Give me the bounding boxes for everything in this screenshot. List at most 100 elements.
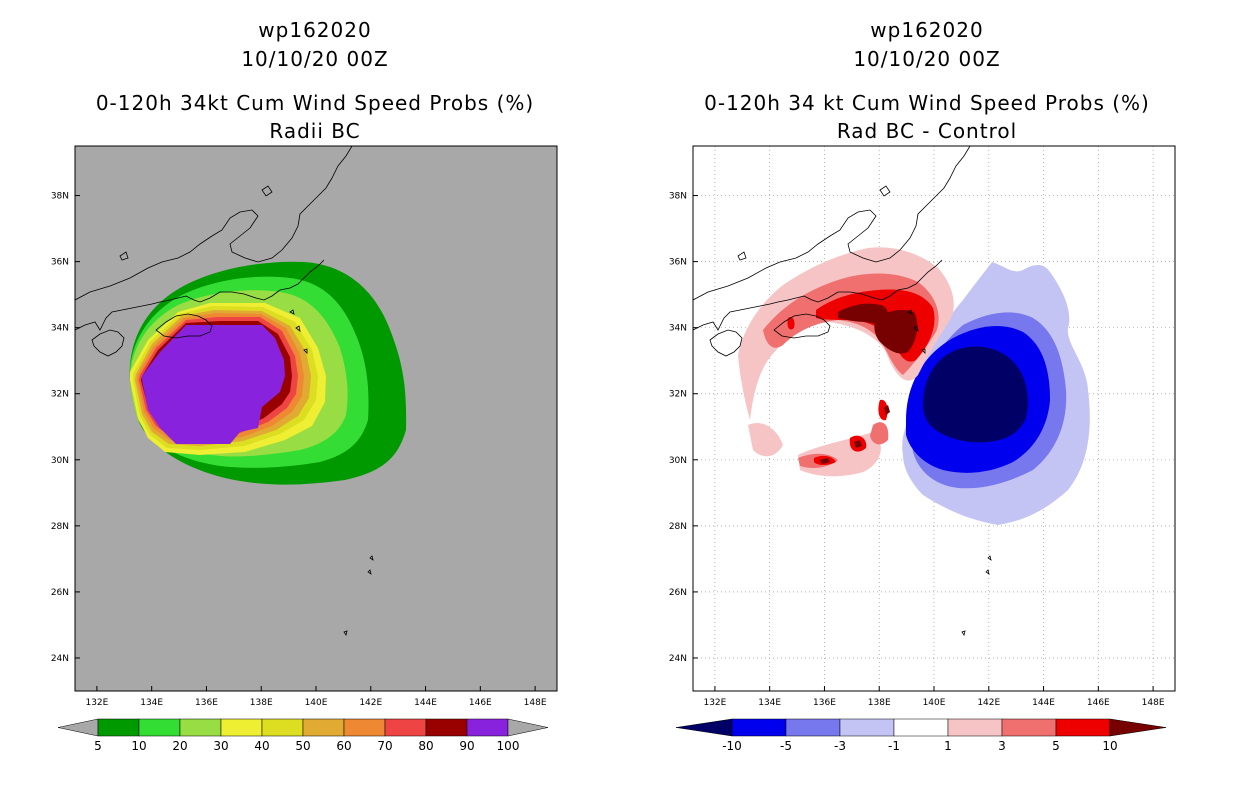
right-color-legend: -10 -5 -3 -1 1 3 5 10: [675, 718, 1167, 753]
y-tick-label: 36N: [669, 258, 687, 268]
legend-label: 70: [377, 739, 392, 753]
legend-swatch: [220, 718, 263, 737]
coastline-islands: [119, 185, 374, 636]
legend-label: -5: [780, 739, 792, 753]
legend-label: 5: [94, 739, 102, 753]
x-tick-label: 146E: [1087, 698, 1110, 708]
legend-under-arrow: [675, 718, 733, 737]
legend-swatch: [947, 718, 1003, 737]
x-tick-label: 144E: [414, 698, 437, 708]
diff-pos-10: [820, 303, 918, 464]
legend-swatch: [1055, 718, 1111, 737]
coastline-kyushu-south-right: [709, 329, 743, 357]
coastline-shikoku: [155, 313, 213, 339]
right-title-storm: wp162020: [870, 18, 984, 42]
y-tick-label: 34N: [669, 324, 687, 334]
right-title-subtitle: Rad BC - Control: [836, 119, 1018, 143]
diff-neg-10: [923, 346, 1028, 443]
right-title-date: 10/10/20 00Z: [853, 47, 1001, 71]
x-tick-label: 134E: [140, 698, 163, 708]
legend-swatch: [179, 718, 222, 737]
legend-over-arrow: [1109, 718, 1167, 737]
coastline-kyushu: [75, 259, 325, 331]
legend-swatch: [384, 718, 427, 737]
legend-label: 1: [944, 739, 952, 753]
x-tick-label: 140E: [923, 698, 946, 708]
legend-swatch: [261, 718, 304, 737]
right-axis-ticks: 132E 134E 136E 138E 140E 142E 144E 146E 148E 24N 2…: [669, 192, 1165, 708]
left-color-legend: 5 10 20 30 40 50 60 70 80 90 100: [57, 718, 549, 753]
y-tick-label: 26N: [669, 588, 687, 598]
coastline-kyushu-south: [91, 329, 125, 357]
legend-label: 90: [459, 739, 474, 753]
y-tick-label: 38N: [669, 192, 687, 202]
x-tick-label: 142E: [359, 698, 382, 708]
legend-swatch: [466, 718, 509, 737]
y-tick-label: 32N: [669, 390, 687, 400]
legend-label: -1: [888, 739, 900, 753]
y-tick-label: 38N: [51, 192, 69, 202]
legend-label: -10: [722, 739, 742, 753]
left-title-product: 0-120h 34kt Cum Wind Speed Probs (%): [95, 91, 535, 115]
legend-label: 80: [418, 739, 433, 753]
y-tick-label: 30N: [51, 456, 69, 466]
legend-label: 3: [998, 739, 1006, 753]
legend-under-arrow: [57, 718, 99, 737]
legend-swatch: [302, 718, 345, 737]
x-tick-label: 148E: [524, 698, 547, 708]
legend-swatch: [731, 718, 787, 737]
legend-over-arrow: [507, 718, 549, 737]
y-tick-label: 32N: [51, 390, 69, 400]
legend-swatch: [1001, 718, 1057, 737]
x-tick-label: 144E: [1032, 698, 1055, 708]
legend-label: -3: [834, 739, 846, 753]
coastline-shikoku-right: [773, 313, 831, 339]
x-tick-label: 140E: [305, 698, 328, 708]
contour-90pct: [142, 325, 285, 444]
legend-swatch: [343, 718, 386, 737]
coastline-japan-right: [693, 146, 971, 301]
y-tick-label: 28N: [669, 522, 687, 532]
y-tick-label: 24N: [51, 654, 69, 664]
x-tick-label: 138E: [868, 698, 891, 708]
legend-label: 10: [1102, 739, 1117, 753]
x-tick-label: 146E: [469, 698, 492, 708]
left-probability-map: 132E 134E 136E 138E 140E 142E 144E 146E 148E 24N 2…: [51, 145, 558, 753]
y-tick-label: 36N: [51, 258, 69, 268]
left-axis-ticks: 132E 134E 136E 138E 140E 142E 144E 146E 148E 24N 2…: [51, 192, 547, 708]
y-tick-label: 28N: [51, 522, 69, 532]
legend-label: 50: [295, 739, 310, 753]
legend-label: 20: [172, 739, 187, 753]
legend-swatch: [425, 718, 468, 737]
legend-label: 100: [497, 739, 520, 753]
y-tick-label: 30N: [669, 456, 687, 466]
legend-swatch: [97, 718, 140, 737]
x-tick-label: 148E: [1142, 698, 1165, 708]
coastline-kyushu-right: [693, 259, 943, 331]
left-title-date: 10/10/20 00Z: [241, 47, 389, 71]
x-tick-label: 136E: [813, 698, 836, 708]
legend-swatch: [839, 718, 895, 737]
x-tick-label: 138E: [250, 698, 273, 708]
legend-label: 5: [1052, 739, 1060, 753]
legend-label: 10: [131, 739, 146, 753]
coastline-japan: [75, 146, 353, 301]
x-tick-label: 134E: [758, 698, 781, 708]
legend-swatch: [138, 718, 181, 737]
legend-label: 30: [213, 739, 228, 753]
left-title-storm: wp162020: [258, 18, 372, 42]
legend-label: 60: [336, 739, 351, 753]
legend-swatch: [893, 718, 949, 737]
x-tick-label: 132E: [85, 698, 108, 708]
y-tick-label: 34N: [51, 324, 69, 334]
x-tick-label: 136E: [195, 698, 218, 708]
legend-swatch: [785, 718, 841, 737]
right-difference-map: 132E 134E 136E 138E 140E 142E 144E 146E 148E 24N 2…: [669, 145, 1176, 753]
x-tick-label: 142E: [977, 698, 1000, 708]
y-tick-label: 24N: [669, 654, 687, 664]
left-title-subtitle: Radii BC: [269, 119, 361, 143]
right-title-product: 0-120h 34 kt Cum Wind Speed Probs (%): [704, 91, 1150, 115]
y-tick-label: 26N: [51, 588, 69, 598]
coastline-islands-right: [737, 185, 992, 636]
legend-label: 40: [254, 739, 269, 753]
